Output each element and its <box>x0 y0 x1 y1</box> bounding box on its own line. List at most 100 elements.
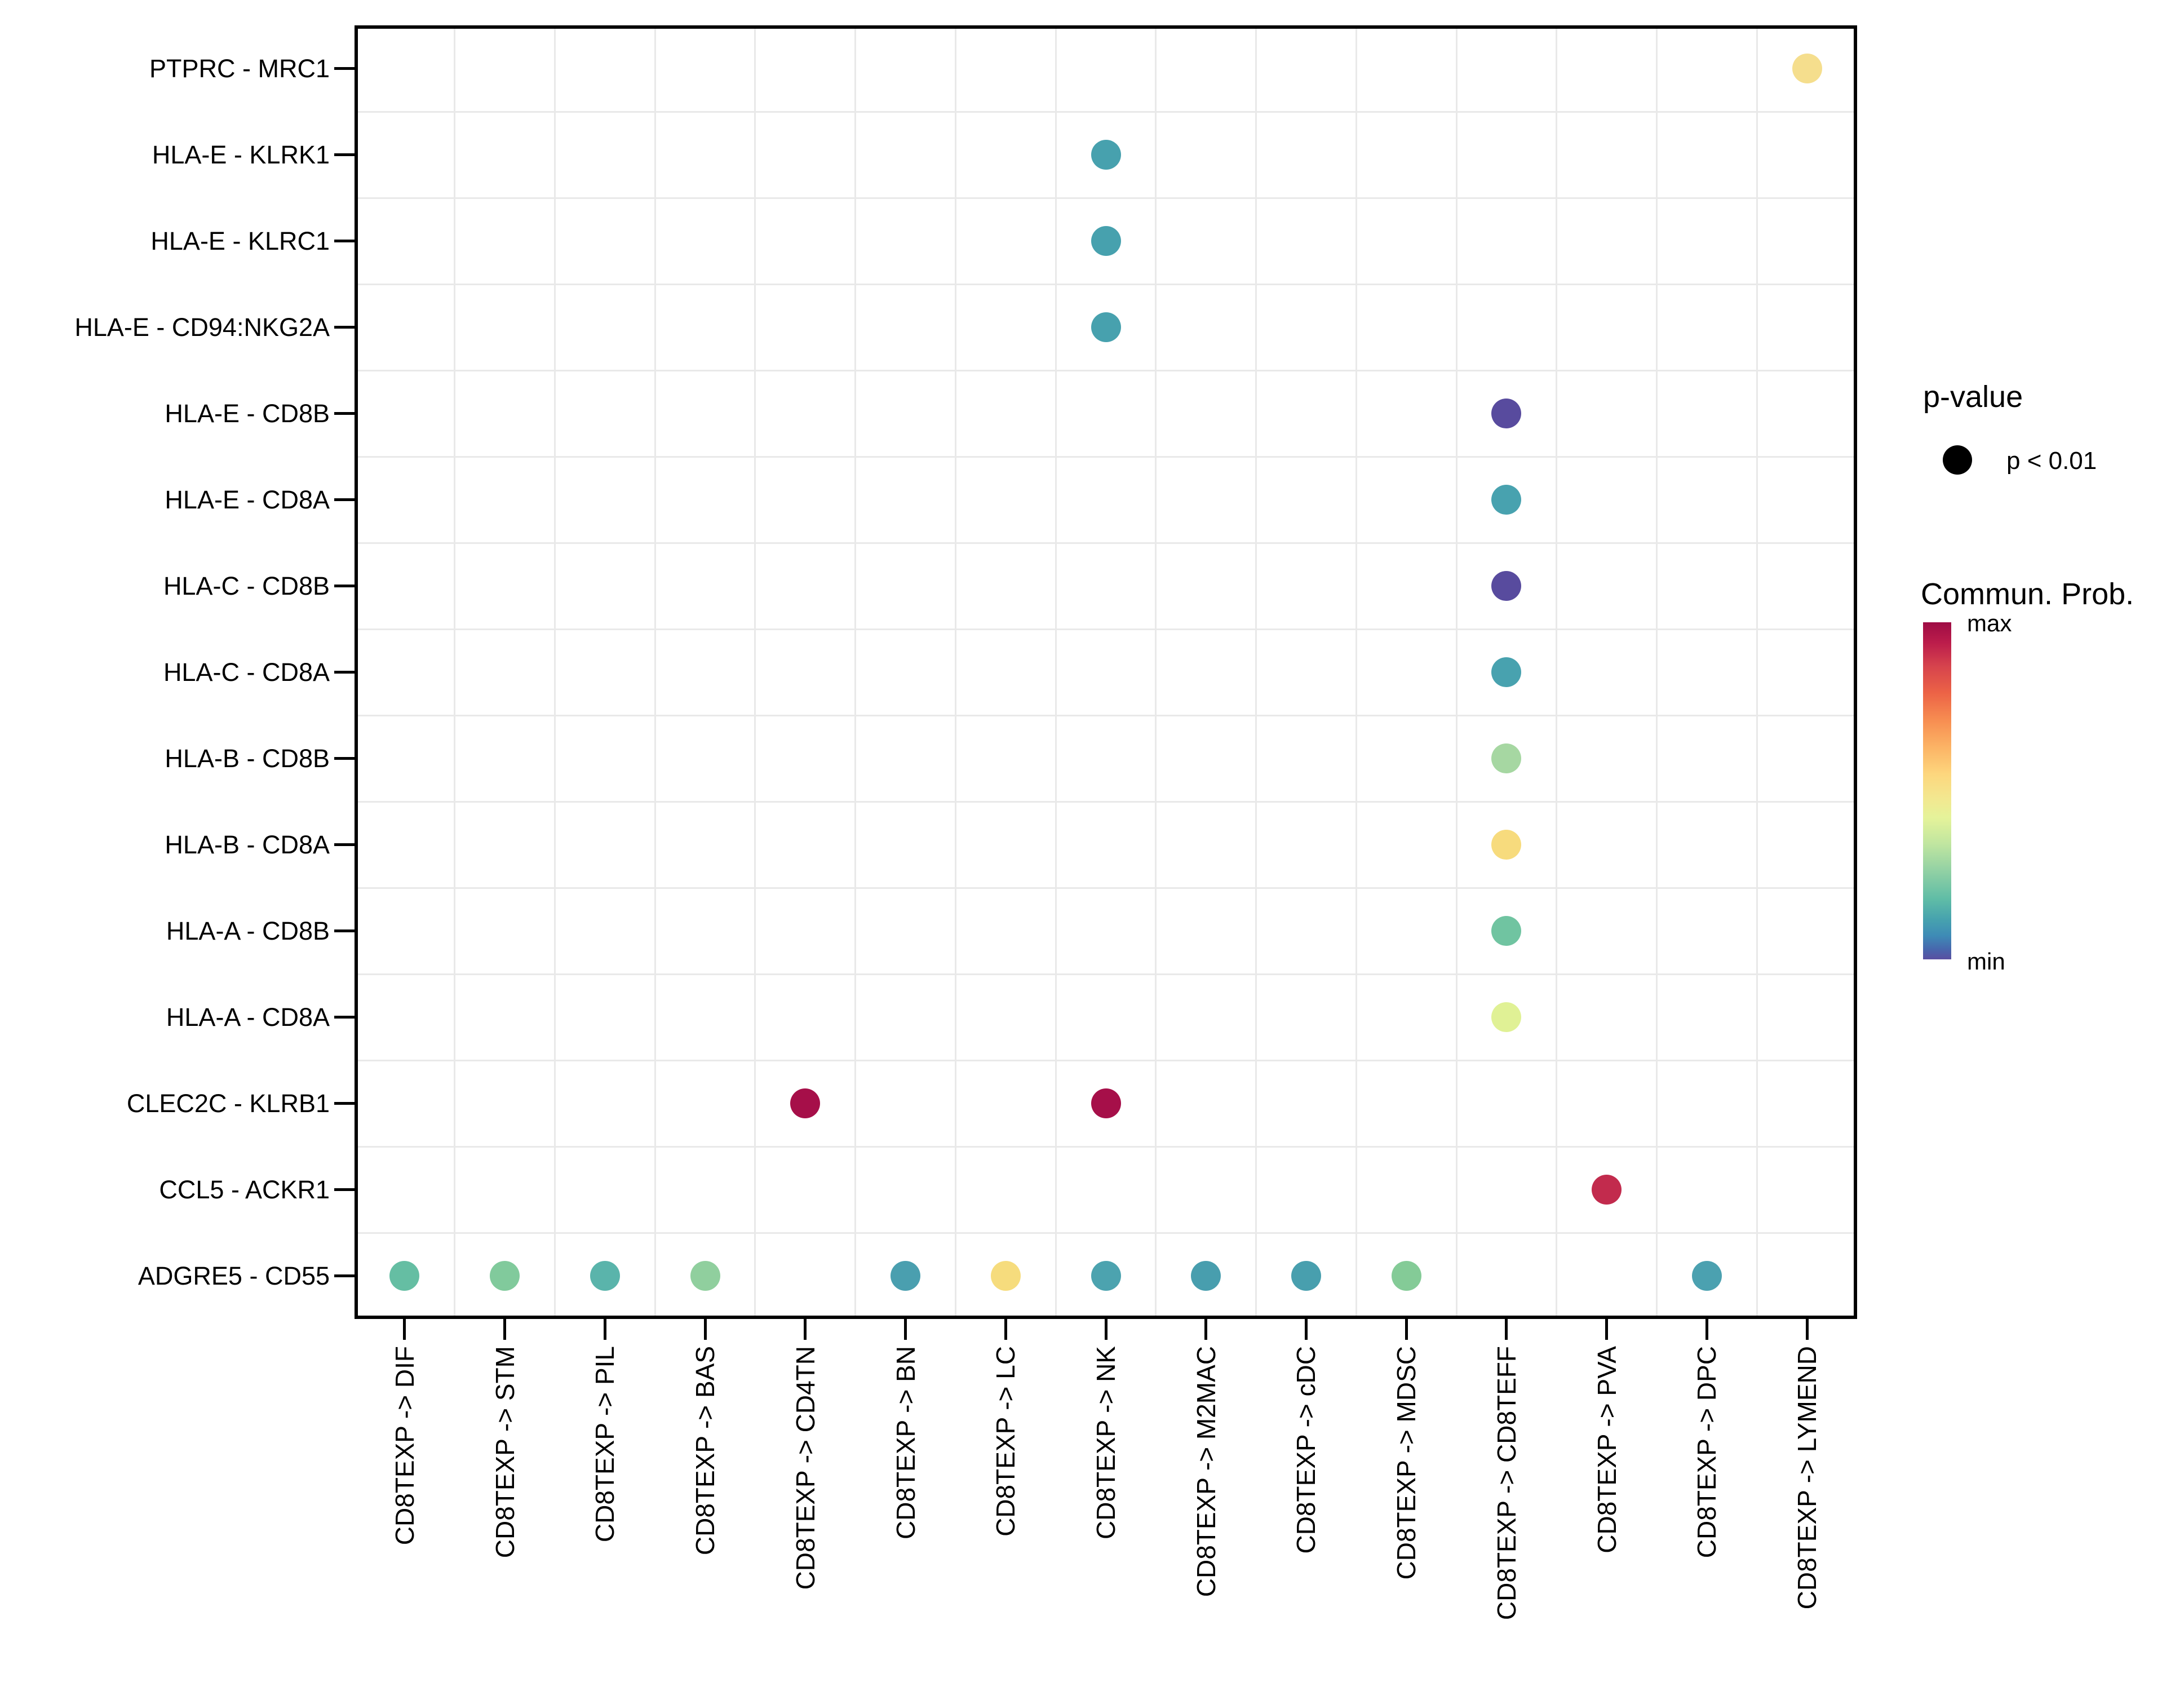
y-axis-label: HLA-E - CD8A <box>165 485 330 514</box>
data-point-dot <box>389 1261 420 1291</box>
data-point-dot <box>790 1088 821 1118</box>
data-point-dot <box>1091 226 1121 256</box>
data-point-dot <box>1491 571 1522 601</box>
legend-pvalue-title: p-value <box>1923 380 2023 414</box>
x-axis-label: CD8TEXP -> STM <box>490 1346 520 1559</box>
grid-line-vertical <box>454 25 456 1319</box>
legend-pvalue-label: p < 0.01 <box>2006 447 2097 475</box>
data-point-dot <box>1491 399 1522 428</box>
grid-line-horizontal <box>355 1232 1857 1234</box>
y-axis-label: HLA-E - CD8B <box>165 399 330 428</box>
grid-line-horizontal <box>355 628 1857 630</box>
data-point-dot <box>1091 140 1121 170</box>
y-axis-label: CCL5 - ACKR1 <box>159 1175 330 1204</box>
grid-line-vertical <box>1255 25 1257 1319</box>
legend-colorbar-max-label: max <box>1967 610 2012 636</box>
data-point-dot <box>1691 1261 1722 1291</box>
y-axis-label: HLA-C - CD8B <box>163 571 330 600</box>
y-axis-tick <box>334 1188 355 1191</box>
data-point-dot <box>1592 1175 1622 1205</box>
y-axis-tick <box>334 326 355 329</box>
legend-colorbar-title: Commun. Prob. <box>1921 577 2134 611</box>
y-axis-label: HLA-A - CD8A <box>166 1002 330 1032</box>
grid-line-vertical <box>754 25 756 1319</box>
data-point-dot <box>1491 830 1522 860</box>
y-axis-tick <box>334 585 355 587</box>
data-point-dot <box>1091 1261 1121 1291</box>
x-axis-label: CD8TEXP -> PVA <box>1592 1346 1622 1553</box>
x-axis-label: CD8TEXP -> BAS <box>690 1346 720 1556</box>
x-axis-label: CD8TEXP -> LC <box>991 1346 1021 1537</box>
y-axis-tick <box>334 1274 355 1277</box>
x-axis-tick <box>1104 1319 1107 1340</box>
data-point-dot <box>1191 1261 1221 1291</box>
data-point-dot <box>1091 312 1121 342</box>
x-axis-tick <box>1705 1319 1708 1340</box>
y-axis-tick <box>334 671 355 674</box>
grid-line-horizontal <box>355 973 1857 975</box>
data-point-dot <box>590 1261 620 1291</box>
x-axis-tick <box>1304 1319 1308 1340</box>
plot-panel-border <box>355 25 1857 1319</box>
grid-line-vertical <box>1455 25 1458 1319</box>
x-axis-tick <box>1605 1319 1609 1340</box>
y-axis-label: CLEC2C - KLRB1 <box>126 1088 330 1118</box>
grid-line-vertical <box>1756 25 1758 1319</box>
data-point-dot <box>1792 54 1822 83</box>
x-axis-label: CD8TEXP -> CD4TN <box>790 1346 820 1590</box>
y-axis-label: PTPRC - MRC1 <box>149 54 330 83</box>
x-axis-tick <box>403 1319 406 1340</box>
x-axis-label: CD8TEXP -> LYMEND <box>1792 1346 1822 1610</box>
grid-line-horizontal <box>355 369 1857 371</box>
x-axis-tick <box>1505 1319 1508 1340</box>
grid-line-horizontal <box>355 283 1857 285</box>
y-axis-label: HLA-E - CD94:NKG2A <box>74 312 330 342</box>
y-axis-label: HLA-B - CD8A <box>165 830 330 859</box>
x-axis-tick <box>1004 1319 1007 1340</box>
legend-pvalue-dot-icon <box>1943 445 1972 475</box>
x-axis-tick <box>1805 1319 1809 1340</box>
grid-line-vertical <box>553 25 556 1319</box>
y-axis-tick <box>334 153 355 156</box>
x-axis-label: CD8TEXP -> NK <box>1091 1346 1120 1539</box>
data-point-dot <box>1091 1088 1121 1118</box>
y-axis-tick <box>334 1016 355 1019</box>
grid-line-horizontal <box>355 197 1857 199</box>
grid-line-vertical <box>954 25 956 1319</box>
y-axis-tick <box>334 240 355 242</box>
x-axis-tick <box>703 1319 707 1340</box>
data-point-dot <box>1391 1261 1421 1291</box>
grid-line-vertical <box>1155 25 1157 1319</box>
x-axis-tick <box>1405 1319 1408 1340</box>
grid-line-horizontal <box>355 542 1857 544</box>
y-axis-tick <box>334 498 355 501</box>
data-point-dot <box>1291 1261 1321 1291</box>
y-axis-label: HLA-E - KLRK1 <box>152 140 330 169</box>
grid-line-horizontal <box>355 1059 1857 1061</box>
data-point-dot <box>1491 916 1522 946</box>
y-axis-label: ADGRE5 - CD55 <box>138 1261 330 1290</box>
grid-line-horizontal <box>355 1145 1857 1148</box>
grid-line-vertical <box>654 25 656 1319</box>
grid-line-vertical <box>1055 25 1057 1319</box>
x-axis-label: CD8TEXP -> PIL <box>590 1346 620 1543</box>
x-axis-tick <box>603 1319 606 1340</box>
y-axis-label: HLA-B - CD8B <box>165 743 330 773</box>
grid-line-horizontal <box>355 110 1857 113</box>
data-point-dot <box>490 1261 520 1291</box>
grid-line-horizontal <box>355 714 1857 716</box>
x-axis-label: CD8TEXP -> MDSC <box>1392 1346 1421 1580</box>
y-axis-tick <box>334 1102 355 1105</box>
y-axis-tick <box>334 67 355 70</box>
grid-line-horizontal <box>355 455 1857 458</box>
grid-line-vertical <box>1556 25 1558 1319</box>
x-axis-label: CD8TEXP -> cDC <box>1291 1346 1321 1554</box>
data-point-dot <box>1491 485 1522 515</box>
data-point-dot <box>1491 743 1522 773</box>
x-axis-label: CD8TEXP -> DIF <box>389 1346 419 1546</box>
x-axis-tick <box>1204 1319 1208 1340</box>
grid-line-horizontal <box>355 887 1857 889</box>
x-axis-tick <box>804 1319 807 1340</box>
grid-line-vertical <box>1355 25 1357 1319</box>
